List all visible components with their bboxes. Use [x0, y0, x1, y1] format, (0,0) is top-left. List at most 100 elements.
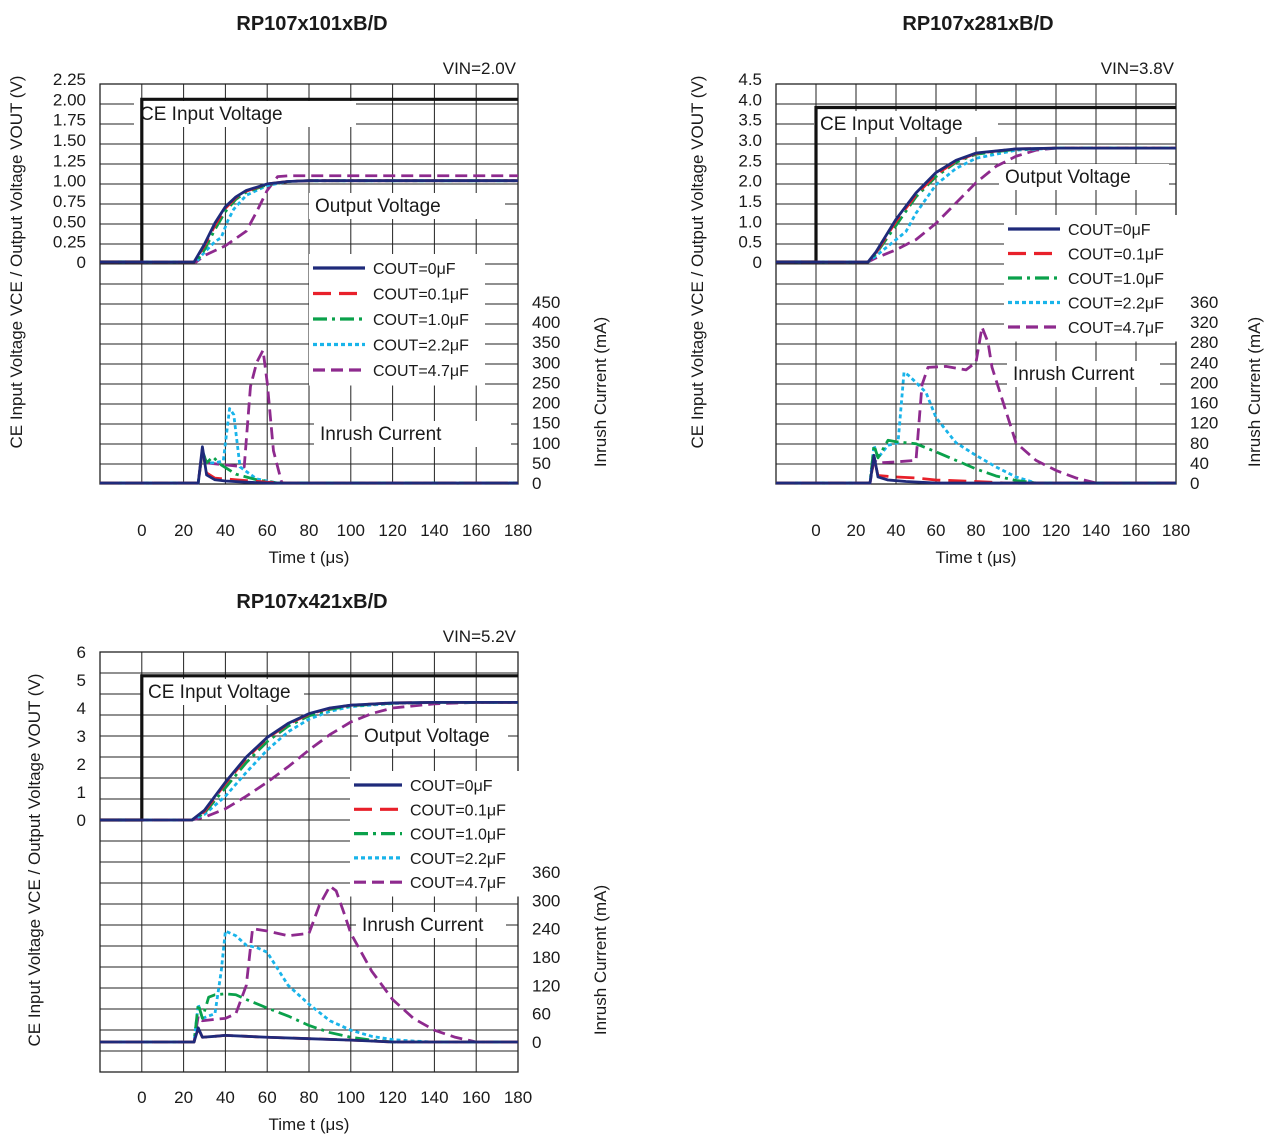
legend-label-cout-0uf: COUT=0μF: [410, 778, 493, 795]
x-tick-label: 100: [337, 521, 365, 540]
voltage-tick-label: 1: [77, 783, 86, 802]
chart-rp107x421: RP107x421xB/DVIN=5.2V0123456060120180240…: [25, 591, 610, 1134]
voltage-tick-label: 2.5: [738, 151, 762, 170]
x-tick-label: 100: [337, 1088, 365, 1107]
current-tick-label: 240: [532, 920, 560, 939]
legend-label-cout-2-2uf: COUT=2.2μF: [1068, 296, 1164, 313]
chart-title: RP107x101xB/D: [236, 13, 387, 35]
voltage-tick-label: 0: [753, 253, 762, 272]
x-tick-label: 140: [420, 521, 448, 540]
voltage-tick-label: 2.25: [53, 70, 86, 89]
voltage-tick-label: 6: [77, 643, 86, 662]
legend-label-cout-1-0uf: COUT=1.0μF: [1068, 271, 1164, 288]
voltage-tick-label: 1.75: [53, 111, 86, 130]
legend-bg: [350, 771, 522, 897]
vout-line-cout-4-7uf: [100, 701, 518, 822]
x-tick-label: 80: [967, 521, 986, 540]
x-tick-label: 40: [887, 521, 906, 540]
x-axis-label: Time t (μs): [269, 548, 350, 567]
vout-line-cout-0uf: [100, 701, 518, 822]
current-tick-label: 320: [1190, 313, 1218, 332]
chart-title: RP107x281xB/D: [902, 13, 1053, 35]
annotation-out: Output Voltage: [364, 726, 490, 747]
annotation-bg: [358, 723, 508, 749]
x-tick-label: 0: [137, 1088, 146, 1107]
x-tick-label: 160: [462, 1088, 490, 1107]
voltage-tick-label: 3.0: [738, 131, 762, 150]
voltage-tick-label: 4.0: [738, 90, 762, 109]
annotation-bg: [134, 101, 356, 127]
voltage-tick-label: 1.0: [738, 212, 762, 231]
legend-label-cout-0-1uf: COUT=0.1μF: [1068, 247, 1164, 264]
vout-line-cout-0uf: [100, 179, 518, 264]
vout-line-cout-0uf: [776, 146, 1176, 264]
chart-rp107x101: RP107x101xB/DVIN=2.0V00.250.500.751.001.…: [7, 13, 610, 567]
current-tick-label: 300: [532, 891, 560, 910]
vout-line-cout-4-7uf: [776, 146, 1176, 264]
current-tick-label: 350: [532, 333, 560, 352]
x-tick-label: 120: [378, 521, 406, 540]
x-tick-label: 120: [1042, 521, 1070, 540]
legend-label-cout-2-2uf: COUT=2.2μF: [373, 338, 469, 355]
legend-label-cout-2-2uf: COUT=2.2μF: [410, 851, 506, 868]
voltage-tick-label: 1.50: [53, 131, 86, 150]
annotation-out: Output Voltage: [1005, 167, 1131, 188]
voltage-tick-label: 2.00: [53, 90, 86, 109]
voltage-tick-label: 0.50: [53, 212, 86, 231]
current-line-cout-4-7uf: [100, 884, 518, 1044]
x-tick-label: 140: [1082, 521, 1110, 540]
voltage-tick-label: 2.0: [738, 172, 762, 191]
annotation-bg: [309, 193, 505, 219]
current-tick-label: 50: [532, 454, 551, 473]
current-tick-label: 60: [532, 1005, 551, 1024]
x-tick-label: 60: [258, 521, 277, 540]
current-tick-label: 450: [532, 293, 560, 312]
chart-title: RP107x421xB/D: [236, 591, 387, 613]
vout-line-cout-2-2uf: [100, 179, 518, 264]
vin-label: VIN=5.2V: [443, 627, 517, 646]
voltage-tick-label: 0.5: [738, 233, 762, 252]
voltage-tick-label: 4: [77, 699, 86, 718]
voltage-tick-label: 1.5: [738, 192, 762, 211]
current-tick-label: 200: [532, 394, 560, 413]
x-tick-label: 0: [811, 521, 820, 540]
annotation-out: Output Voltage: [315, 196, 441, 217]
x-tick-label: 160: [462, 521, 490, 540]
current-tick-label: 40: [1190, 454, 1209, 473]
x-tick-label: 100: [1002, 521, 1030, 540]
legend: COUT=0μF COUT=0.1μF COUT=1.0μF COUT=2.2μF CO…: [350, 771, 522, 897]
x-tick-label: 80: [300, 521, 319, 540]
y-axis-right-label: Inrush Current (mA): [591, 885, 610, 1035]
voltage-tick-label: 0: [77, 811, 86, 830]
x-tick-label: 40: [216, 1088, 235, 1107]
current-tick-label: 80: [1190, 434, 1209, 453]
current-tick-label: 0: [532, 474, 541, 493]
legend-label-cout-0uf: COUT=0μF: [1068, 222, 1151, 239]
current-tick-label: 360: [532, 863, 560, 882]
current-tick-label: 0: [1190, 474, 1199, 493]
voltage-tick-label: 0.25: [53, 233, 86, 252]
voltage-tick-label: 0: [77, 253, 86, 272]
current-line-cout-2-2uf: [100, 929, 518, 1044]
x-tick-label: 20: [174, 1088, 193, 1107]
annotation-bg: [142, 679, 304, 705]
annotation-bg: [999, 164, 1169, 190]
x-tick-label: 120: [378, 1088, 406, 1107]
annotation-inrush: Inrush Current: [1013, 364, 1135, 385]
x-tick-label: 140: [420, 1088, 448, 1107]
current-tick-label: 120: [532, 976, 560, 995]
legend-label-cout-4-7uf: COUT=4.7μF: [410, 875, 506, 892]
legend-label-cout-4-7uf: COUT=4.7μF: [373, 363, 469, 380]
annotation-bg: [1007, 361, 1160, 387]
vout-line-cout-2-2uf: [100, 701, 518, 822]
annotation-bg: [814, 111, 998, 137]
current-tick-label: 150: [532, 414, 560, 433]
vin-label: VIN=2.0V: [443, 59, 517, 78]
legend-bg: [309, 254, 485, 386]
annotation-ce: CE Input Voltage: [148, 682, 291, 703]
x-tick-label: 80: [300, 1088, 319, 1107]
legend-label-cout-4-7uf: COUT=4.7μF: [1068, 320, 1164, 337]
current-tick-label: 400: [532, 313, 560, 332]
current-tick-label: 120: [1190, 414, 1218, 433]
